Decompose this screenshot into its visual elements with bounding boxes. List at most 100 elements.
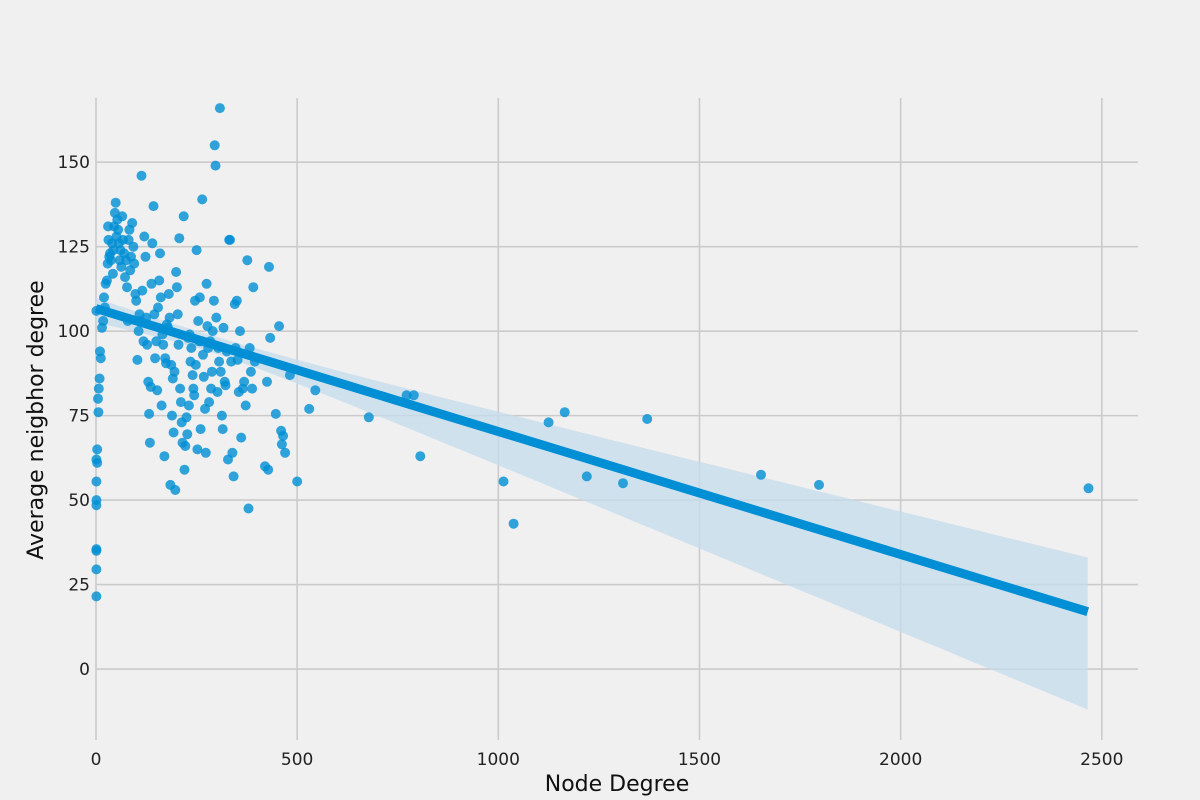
data-point <box>178 211 189 222</box>
data-point <box>167 410 177 421</box>
data-point <box>204 397 215 408</box>
data-point <box>101 275 112 286</box>
data-point <box>186 343 197 353</box>
data-point <box>169 366 180 377</box>
data-point <box>216 410 227 421</box>
data-point <box>99 292 109 303</box>
data-point <box>173 339 184 350</box>
data-point <box>270 408 281 419</box>
data-point <box>192 444 203 455</box>
data-point <box>132 354 143 365</box>
data-point <box>363 412 374 423</box>
data-point <box>206 366 217 377</box>
data-point <box>117 211 128 222</box>
data-point <box>642 414 653 424</box>
data-point <box>154 275 165 286</box>
data-point <box>190 359 201 370</box>
data-point <box>183 400 194 411</box>
data-point <box>158 339 169 350</box>
data-point <box>174 233 185 244</box>
data-point <box>191 245 202 256</box>
y-tick-label: 0 <box>79 660 90 680</box>
data-point <box>105 255 116 266</box>
data-point <box>155 248 165 259</box>
x-tick-label: 500 <box>281 750 313 770</box>
data-point <box>189 390 200 401</box>
data-point <box>498 476 509 487</box>
x-axis-label: Node Degree <box>545 772 689 797</box>
data-point <box>171 282 182 293</box>
data-point <box>120 272 130 283</box>
data-point <box>559 407 570 418</box>
y-tick-label: 150 <box>58 153 90 173</box>
data-point <box>215 366 226 377</box>
data-point <box>276 439 287 450</box>
data-point <box>543 417 554 428</box>
data-point <box>245 366 256 377</box>
data-point <box>581 471 592 482</box>
data-point <box>262 376 272 387</box>
data-point <box>248 282 259 293</box>
data-point <box>156 400 167 411</box>
regression-line-path <box>94 304 1090 616</box>
data-point <box>243 503 254 514</box>
data-point <box>304 403 315 414</box>
data-point <box>153 302 163 313</box>
data-point <box>198 349 208 360</box>
regression-line <box>94 304 1090 616</box>
data-point <box>92 444 103 455</box>
data-point <box>159 451 170 462</box>
data-point <box>93 393 103 404</box>
data-point <box>148 201 159 212</box>
data-point <box>171 267 182 277</box>
confidence-band-area <box>96 298 1088 710</box>
data-point <box>278 430 289 441</box>
data-point <box>207 326 218 337</box>
data-point <box>198 371 209 382</box>
data-point <box>401 390 412 401</box>
x-tick-label: 0 <box>91 750 102 770</box>
data-point <box>168 427 179 438</box>
data-point <box>93 383 104 394</box>
data-point <box>208 295 219 306</box>
data-point <box>91 591 102 602</box>
data-point <box>239 376 250 387</box>
y-tick-label: 25 <box>68 576 90 596</box>
data-point <box>218 322 229 333</box>
data-point <box>152 385 163 396</box>
data-point <box>242 255 253 266</box>
data-point <box>155 292 166 303</box>
data-point <box>187 370 198 381</box>
data-point <box>91 545 102 556</box>
data-point <box>756 469 766 480</box>
data-point <box>144 437 155 448</box>
data-point <box>217 424 228 435</box>
data-point <box>231 295 242 306</box>
data-point <box>201 278 212 289</box>
data-point <box>139 231 150 242</box>
data-point <box>113 224 124 235</box>
data-point <box>408 390 419 401</box>
data-point <box>197 194 208 205</box>
data-point <box>292 476 303 487</box>
data-point <box>95 353 106 364</box>
data-point <box>200 447 211 458</box>
data-point <box>182 429 193 440</box>
data-point <box>181 412 192 423</box>
data-point <box>144 408 155 419</box>
data-point <box>618 478 628 489</box>
data-point <box>129 258 140 269</box>
data-point <box>170 485 181 495</box>
x-tick-label: 1500 <box>678 750 721 770</box>
y-tick-label: 100 <box>58 322 90 342</box>
y-tick-label: 125 <box>58 238 90 258</box>
data-point <box>214 103 225 114</box>
data-point <box>175 383 186 394</box>
data-point <box>146 278 157 289</box>
data-point <box>98 316 109 326</box>
data-point <box>150 353 161 364</box>
y-tick-label: 75 <box>68 407 90 427</box>
data-point <box>194 292 205 303</box>
data-point <box>94 373 105 384</box>
